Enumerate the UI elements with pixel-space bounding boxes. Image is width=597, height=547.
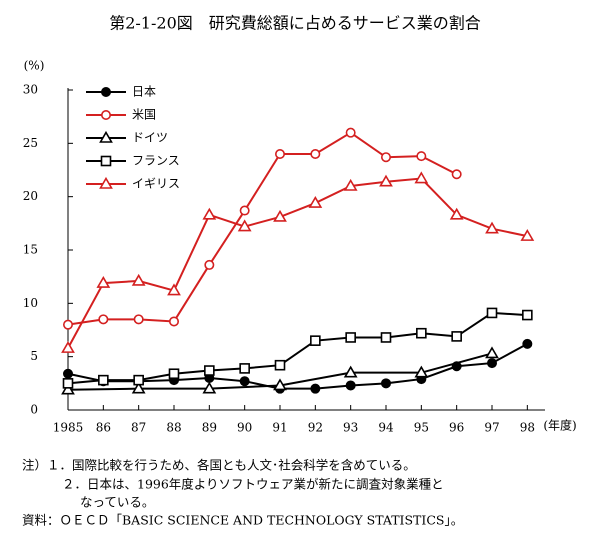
marker — [522, 309, 533, 321]
x-tick-label: 98 — [520, 421, 535, 435]
marker — [131, 381, 146, 394]
legend-label: イギリス — [132, 177, 180, 191]
marker — [485, 346, 499, 359]
marker — [414, 171, 429, 184]
marker — [345, 380, 356, 391]
marker — [522, 338, 533, 349]
marker — [486, 307, 498, 319]
x-tick-label: 92 — [308, 421, 323, 435]
note: なっている。 — [80, 495, 154, 510]
marker — [202, 381, 217, 394]
marker — [169, 316, 180, 327]
series-line — [67, 131, 458, 326]
note: 資料：ＯＥＣＤ「BASIC SCIENCE AND TECHNOLOGY STA… — [22, 513, 463, 528]
marker — [239, 363, 250, 374]
marker — [273, 378, 287, 391]
y-tick-label: 15 — [23, 243, 38, 257]
y-unit: (%) — [24, 59, 45, 73]
marker — [345, 332, 356, 343]
marker — [167, 283, 181, 296]
note: ２．日本は、1996年度よりソフトウェア業が新たに調査対象業種と — [62, 477, 444, 492]
marker — [310, 335, 321, 346]
marker — [168, 368, 180, 380]
marker — [62, 378, 74, 389]
legend-marker — [99, 176, 113, 189]
marker — [520, 229, 535, 241]
marker — [451, 331, 462, 342]
marker — [343, 178, 358, 191]
x-tick-label: 88 — [166, 421, 181, 435]
marker — [379, 174, 393, 187]
marker — [449, 207, 464, 220]
legend-label: ドイツ — [132, 131, 168, 145]
marker — [416, 151, 427, 162]
marker — [380, 332, 392, 343]
marker — [96, 275, 111, 288]
series-line — [67, 311, 528, 385]
x-tick-label: 96 — [449, 421, 464, 435]
marker — [416, 327, 427, 339]
marker — [98, 374, 109, 386]
marker — [131, 273, 146, 286]
marker — [414, 365, 429, 378]
note: 注）１．国際比較を行うため、各国とも人文･社会科学を含めている。 — [22, 458, 416, 473]
x-tick-label: 89 — [202, 421, 217, 435]
marker — [274, 359, 286, 371]
x-tick-label: 90 — [237, 421, 252, 435]
legend-label: フランス — [132, 154, 180, 168]
marker — [308, 195, 323, 208]
legend-marker — [101, 110, 112, 121]
marker — [62, 368, 73, 379]
marker — [485, 221, 499, 234]
marker — [310, 149, 321, 160]
marker — [133, 374, 144, 386]
legend-label: 日本 — [132, 85, 156, 99]
marker — [345, 127, 356, 138]
y-tick-label: 25 — [23, 136, 38, 150]
marker — [204, 365, 215, 376]
x-tick-label: 93 — [343, 421, 358, 435]
marker — [62, 319, 73, 330]
marker — [61, 341, 75, 353]
y-tick-label: 5 — [30, 349, 38, 363]
marker — [239, 376, 250, 387]
x-tick-label: 87 — [131, 421, 146, 435]
marker — [237, 219, 252, 232]
marker — [274, 149, 285, 160]
y-tick-label: 0 — [30, 403, 38, 417]
marker — [61, 382, 75, 395]
legend-marker — [99, 130, 113, 143]
chart-title: 第2-1-20図 研究費総額に占めるサービス業の割合 — [109, 14, 481, 33]
x-unit: (年度) — [543, 418, 576, 433]
series-line — [67, 342, 528, 390]
x-tick-label: 97 — [484, 421, 499, 435]
x-tick-label: 1985 — [53, 421, 84, 435]
marker — [380, 152, 391, 163]
legend-label: 米国 — [132, 108, 156, 122]
marker — [204, 259, 215, 270]
x-tick-label: 91 — [272, 421, 287, 435]
legend-marker — [100, 155, 112, 167]
marker — [486, 358, 497, 369]
marker — [380, 378, 391, 389]
x-tick-label: 95 — [414, 421, 429, 435]
y-tick-label: 10 — [23, 296, 38, 310]
y-tick-label: 20 — [23, 189, 38, 203]
x-tick-label: 94 — [378, 421, 394, 435]
marker — [202, 207, 217, 220]
marker — [273, 209, 287, 222]
marker — [310, 383, 321, 394]
marker — [451, 169, 462, 180]
series-line — [67, 177, 528, 349]
legend-marker — [101, 87, 112, 98]
marker — [343, 365, 358, 378]
y-tick-label: 30 — [23, 83, 38, 97]
marker — [98, 314, 109, 325]
marker — [239, 205, 250, 216]
x-tick-label: 86 — [96, 421, 111, 435]
marker — [133, 314, 144, 325]
